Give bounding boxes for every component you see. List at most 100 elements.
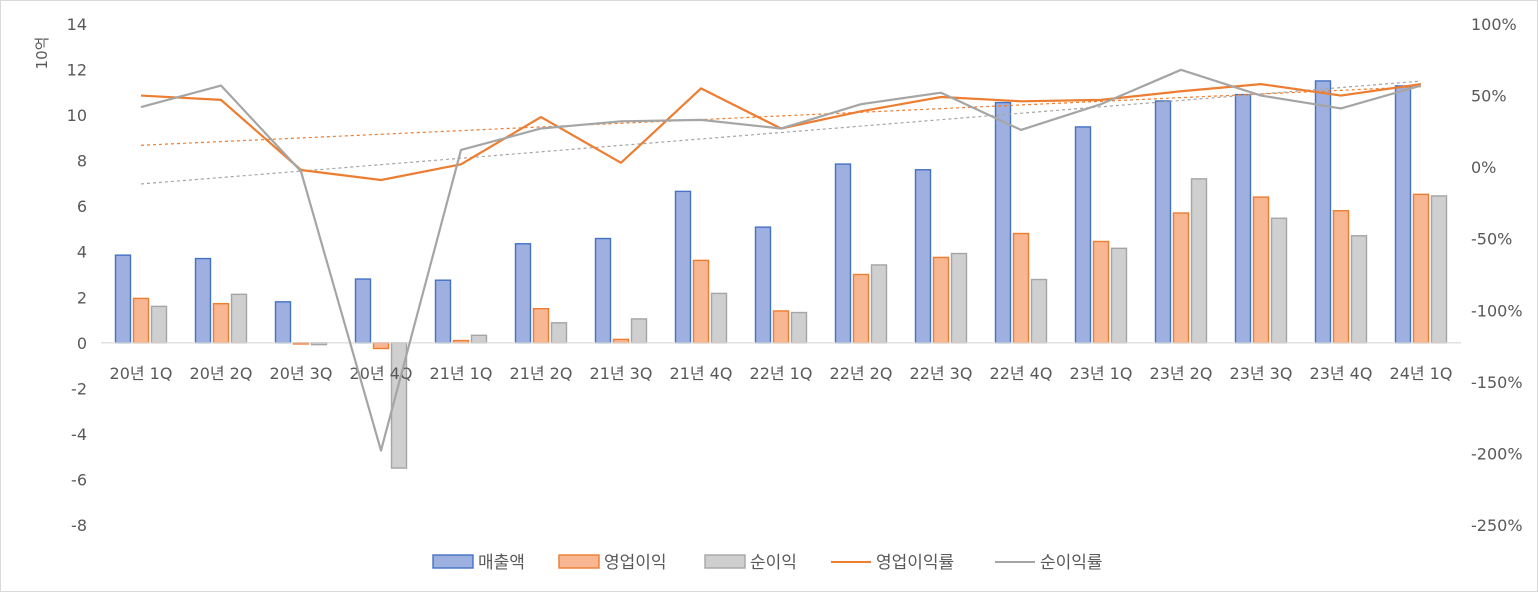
net-profit-bar	[870, 264, 888, 344]
left-tick-label: 14	[67, 15, 87, 34]
left-tick-label: -8	[71, 516, 87, 535]
right-tick-label: 100%	[1471, 15, 1517, 34]
left-tick-label: -4	[71, 425, 87, 444]
revenue-bar	[354, 278, 372, 344]
left-tick-label: 6	[77, 197, 87, 216]
operating-profit-bar	[1252, 196, 1270, 344]
category-label: 23년 3Q	[1230, 364, 1293, 383]
legend-operating-profit-label: 영업이익	[604, 553, 667, 573]
left-tick-label: 0	[77, 334, 87, 353]
legend-operating-margin-label: 영업이익률	[876, 553, 954, 573]
revenue-bar	[994, 101, 1012, 344]
legend-net-profit-swatch	[704, 554, 746, 569]
category-label: 22년 3Q	[910, 364, 973, 383]
right-tick-label: 50%	[1471, 87, 1507, 106]
category-label: 20년 2Q	[190, 364, 253, 383]
operating-profit-bar	[1412, 193, 1430, 344]
revenue-bar	[834, 163, 852, 344]
category-label: 20년 1Q	[110, 364, 173, 383]
revenue-bar	[194, 257, 212, 344]
revenue-bar	[274, 301, 292, 344]
right-tick-label: -50%	[1471, 230, 1512, 249]
left-tick-label: -2	[71, 379, 87, 398]
net-profit-bar	[230, 293, 248, 344]
category-label: 22년 2Q	[830, 364, 893, 383]
net-margin-trendline	[140, 80, 1422, 185]
right-tick-label: 0%	[1471, 158, 1496, 177]
revenue-bar	[434, 279, 452, 344]
right-tick-label: -250%	[1471, 516, 1523, 535]
revenue-bar	[1314, 80, 1332, 344]
category-label: 22년 4Q	[990, 364, 1053, 383]
right-tick-label: -150%	[1471, 373, 1523, 392]
category-label: 21년 1Q	[430, 364, 493, 383]
operating-profit-bar	[852, 273, 870, 344]
net-profit-bar	[470, 334, 488, 344]
operating-profit-bar	[1092, 240, 1110, 344]
left-tick-label: 8	[77, 152, 87, 171]
net-profit-bar	[1190, 178, 1208, 344]
revenue-bar	[914, 169, 932, 344]
left-tick-label: 10	[67, 106, 87, 125]
right-tick-label: -200%	[1471, 444, 1523, 463]
net-profit-bar	[950, 252, 968, 344]
operating-profit-bar	[532, 307, 550, 344]
net-margin-line	[140, 68, 1422, 452]
net-profit-bar	[790, 311, 808, 344]
category-label: 21년 3Q	[590, 364, 653, 383]
trendlines-layer	[140, 80, 1422, 185]
category-label: 22년 1Q	[750, 364, 813, 383]
category-label: 23년 1Q	[1070, 364, 1133, 383]
right-tick-label: -100%	[1471, 301, 1523, 320]
category-label: 21년 4Q	[670, 364, 733, 383]
left-tick-label: 12	[67, 61, 87, 80]
net-profit-bar	[150, 305, 168, 344]
operating-profit-bar	[692, 259, 710, 344]
legend-revenue-label: 매출액	[478, 553, 525, 573]
legend-net-margin-label: 순이익률	[1040, 553, 1103, 573]
operating-profit-bar	[772, 310, 790, 344]
left-tick-label: -6	[71, 470, 87, 489]
revenue-bar	[1154, 100, 1172, 344]
legend-net-profit-label: 순이익	[750, 553, 797, 573]
operating-profit-bar	[212, 302, 230, 344]
left-tick-label: 4	[77, 243, 87, 262]
net-profit-bar	[1110, 247, 1128, 344]
bars-layer	[114, 80, 1448, 469]
operating-profit-bar	[372, 342, 390, 350]
right-axis-ticks: -250% -200% -150% -100% -50% 0% 50% 100%	[1471, 15, 1523, 535]
revenue-bar	[1234, 93, 1252, 344]
category-label: 24년 1Q	[1390, 364, 1453, 383]
category-label: 21년 2Q	[510, 364, 573, 383]
revenue-bar	[1074, 126, 1092, 344]
category-label: 20년 3Q	[270, 364, 333, 383]
net-profit-bar	[1350, 235, 1368, 344]
net-profit-bar	[1030, 278, 1048, 344]
revenue-bar	[754, 226, 772, 344]
category-labels: 20년 1Q 20년 2Q 20년 3Q 20년 4Q 21년 1Q 21년 2Q 21년 …	[110, 364, 1453, 383]
revenue-bar	[114, 254, 132, 344]
operating-profit-bar	[1332, 210, 1350, 344]
legend-operating-profit-swatch	[558, 554, 600, 569]
operating-profit-bar	[932, 256, 950, 344]
operating-margin-trendline	[140, 86, 1422, 146]
net-profit-bar	[630, 318, 648, 344]
operating-profit-bar	[1012, 232, 1030, 344]
operating-profit-bar	[132, 297, 150, 344]
margin-lines-layer	[140, 68, 1422, 452]
net-profit-bar	[550, 322, 568, 344]
revenue-bar	[594, 237, 612, 344]
operating-profit-bar	[1172, 212, 1190, 344]
legend: 매출액 영업이익 순이익 영업이익률 순이익률	[432, 553, 1103, 573]
net-profit-bar	[1430, 195, 1448, 344]
net-profit-bar	[1270, 217, 1288, 344]
legend-revenue-swatch	[432, 554, 474, 569]
left-tick-label: 2	[77, 288, 87, 307]
left-axis-ticks: -8 -6 -4 -2 0 2 4 6 8 10 12 14	[67, 15, 87, 535]
category-label: 23년 2Q	[1150, 364, 1213, 383]
net-profit-bar	[710, 292, 728, 344]
category-label: 23년 4Q	[1310, 364, 1373, 383]
revenue-bar	[1394, 85, 1412, 344]
